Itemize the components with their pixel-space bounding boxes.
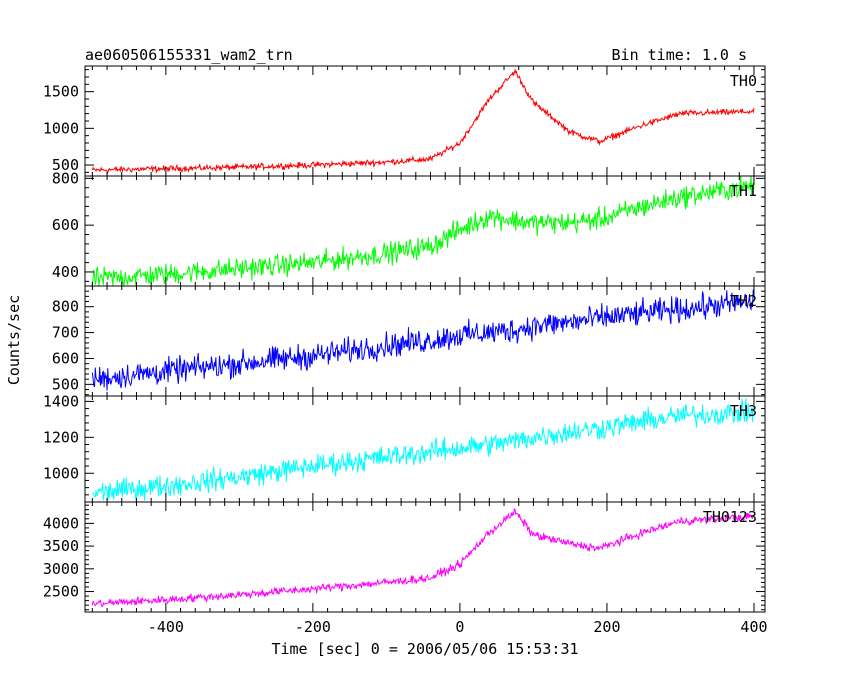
panel-th0123: 2500 3000 3500 4000 TH0123 bbox=[43, 501, 766, 613]
panel-label: TH2 bbox=[730, 292, 757, 310]
panel-frame bbox=[84, 501, 766, 613]
y-tick-label: 2500 bbox=[43, 583, 79, 601]
y-axis-label: Counts/sec bbox=[5, 295, 23, 385]
y-tick-label: 1000 bbox=[43, 464, 79, 482]
bin-time-label: Bin time: 1.0 s bbox=[612, 46, 747, 64]
y-tick-label: 3500 bbox=[43, 537, 79, 555]
panel-th0: 500 1000 1500 TH0 bbox=[43, 65, 766, 177]
y-tick-label: 400 bbox=[52, 263, 79, 281]
y-tick-label: 1400 bbox=[43, 392, 79, 410]
y-tick-label: 1200 bbox=[43, 428, 79, 446]
y-tick-label: 1500 bbox=[43, 83, 79, 101]
series-line-th2 bbox=[91, 289, 755, 391]
panel-label: TH1 bbox=[730, 182, 757, 200]
y-tick-label: 600 bbox=[52, 216, 79, 234]
panel-th3: 1000 1200 1400 TH3 bbox=[43, 392, 766, 503]
x-tick-label: -400 bbox=[148, 618, 184, 636]
panel-th1: 400 600 800 TH1 bbox=[52, 169, 766, 287]
panel-label: TH3 bbox=[730, 402, 757, 420]
y-tick-label: 800 bbox=[52, 169, 79, 187]
series-line-th0 bbox=[91, 68, 755, 174]
x-tick-label: 200 bbox=[593, 618, 620, 636]
x-tick-label: 400 bbox=[740, 618, 767, 636]
series-line-th0123 bbox=[91, 507, 755, 608]
y-tick-label: 500 bbox=[52, 375, 79, 393]
series-line-th1 bbox=[91, 176, 755, 286]
panel-th2: 500 600 700 800 TH2 bbox=[52, 285, 766, 397]
y-tick-label: 700 bbox=[52, 324, 79, 342]
y-tick-label: 4000 bbox=[43, 514, 79, 532]
x-axis-label: Time [sec] 0 = 2006/05/06 15:53:31 bbox=[271, 640, 578, 658]
y-tick-label: 800 bbox=[52, 298, 79, 316]
y-tick-label: 1000 bbox=[43, 119, 79, 137]
panel-label: TH0123 bbox=[703, 508, 757, 526]
y-tick-label: 3000 bbox=[43, 560, 79, 578]
panels-layer: 500 1000 1500 TH0 400 600 800 TH1 500 600 700 800 TH… bbox=[43, 65, 768, 636]
x-tick-label: -200 bbox=[295, 618, 331, 636]
x-tick-label: 0 bbox=[455, 618, 464, 636]
chart-title: ae060506155331_wam2_trn bbox=[85, 46, 293, 64]
series-line-th3 bbox=[92, 398, 755, 502]
y-tick-label: 600 bbox=[52, 349, 79, 367]
panel-frame bbox=[84, 175, 766, 287]
y-tick-label: 500 bbox=[52, 156, 79, 174]
panel-label: TH0 bbox=[730, 72, 757, 90]
